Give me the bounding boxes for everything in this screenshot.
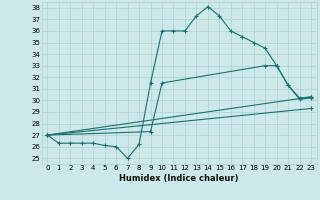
X-axis label: Humidex (Indice chaleur): Humidex (Indice chaleur) — [119, 174, 239, 183]
